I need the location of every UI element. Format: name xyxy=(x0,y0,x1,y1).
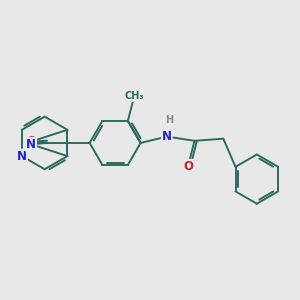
Text: CH₃: CH₃ xyxy=(124,91,144,101)
Text: O: O xyxy=(183,160,193,173)
Text: O: O xyxy=(26,135,36,148)
Text: H: H xyxy=(165,116,173,125)
Text: N: N xyxy=(162,130,172,143)
Text: N: N xyxy=(26,138,36,151)
Text: N: N xyxy=(17,150,27,163)
